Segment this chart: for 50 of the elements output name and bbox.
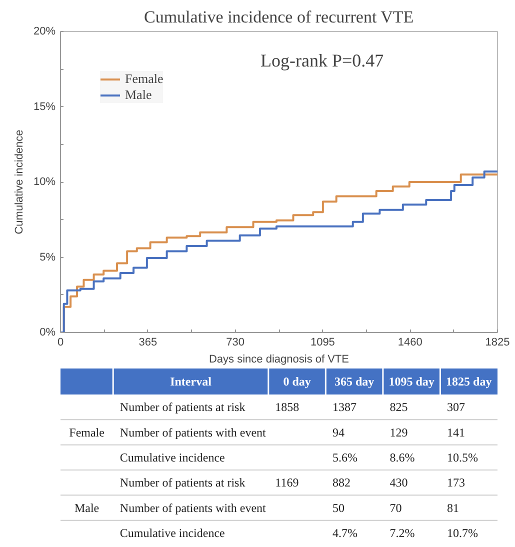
category-label: Cumulative incidence [120, 450, 225, 464]
text: 4.7% [332, 526, 358, 540]
text: 882 [332, 476, 350, 490]
category-label: Number of patients with event [120, 500, 266, 515]
y-tick-label: 5% [40, 251, 56, 264]
category-label: 0 day [283, 374, 311, 388]
x-tick-label: 365 [138, 336, 158, 348]
text: 70 [390, 500, 402, 515]
text: 10.5% [447, 450, 478, 464]
x-tick-label: 0 [57, 336, 64, 348]
legend-label: Male [125, 87, 152, 103]
chart-title: Cumulative incidence of recurrent VTE [144, 8, 414, 26]
text: 8.6% [390, 450, 415, 464]
annotation: Log-rank P=0.47 [260, 50, 384, 70]
text: 94 [332, 425, 344, 440]
category-label: Number of patients at risk [120, 400, 246, 414]
text: Interval [170, 374, 212, 388]
text: 430 [390, 476, 408, 490]
category-label: Number of patients with event [120, 425, 266, 440]
category-label: 365 day [334, 374, 374, 388]
category-label: 1825 day [446, 374, 492, 388]
text: 5.6% [332, 450, 358, 464]
category-label: Male [74, 500, 100, 515]
text: 81 [447, 500, 460, 515]
text: 10.7% [447, 526, 478, 540]
text: 173 [447, 476, 466, 490]
text: 129 [390, 425, 408, 440]
text: 825 [390, 400, 408, 414]
y-tick-label: 0% [40, 326, 56, 338]
x-tick-label: 1825 [485, 336, 510, 348]
text: 141 [447, 425, 466, 440]
text: 50 [332, 500, 344, 515]
category-label: Number of patients at risk [120, 476, 246, 490]
legend-label: Female [125, 71, 164, 87]
y-tick-label: 15% [33, 100, 56, 113]
y-axis-title: Cumulative incidence [13, 130, 26, 234]
text: 1387 [332, 400, 356, 414]
text: 7.2% [390, 526, 415, 540]
category-label: 1095 day [388, 374, 434, 388]
x-tick-label: 730 [226, 336, 244, 348]
category-label: Female [69, 425, 104, 440]
text: 1169 [275, 476, 299, 490]
text: 307 [447, 400, 466, 414]
category-label: Cumulative incidence [120, 526, 225, 540]
x-axis-title: Days since diagnosis of VTE [208, 354, 350, 366]
x-tick-label: 1095 [310, 336, 335, 348]
x-tick-label: 1460 [398, 336, 422, 348]
y-tick-label: 10% [33, 176, 56, 188]
y-tick-label: 20% [33, 26, 56, 38]
text: 1858 [275, 400, 300, 414]
